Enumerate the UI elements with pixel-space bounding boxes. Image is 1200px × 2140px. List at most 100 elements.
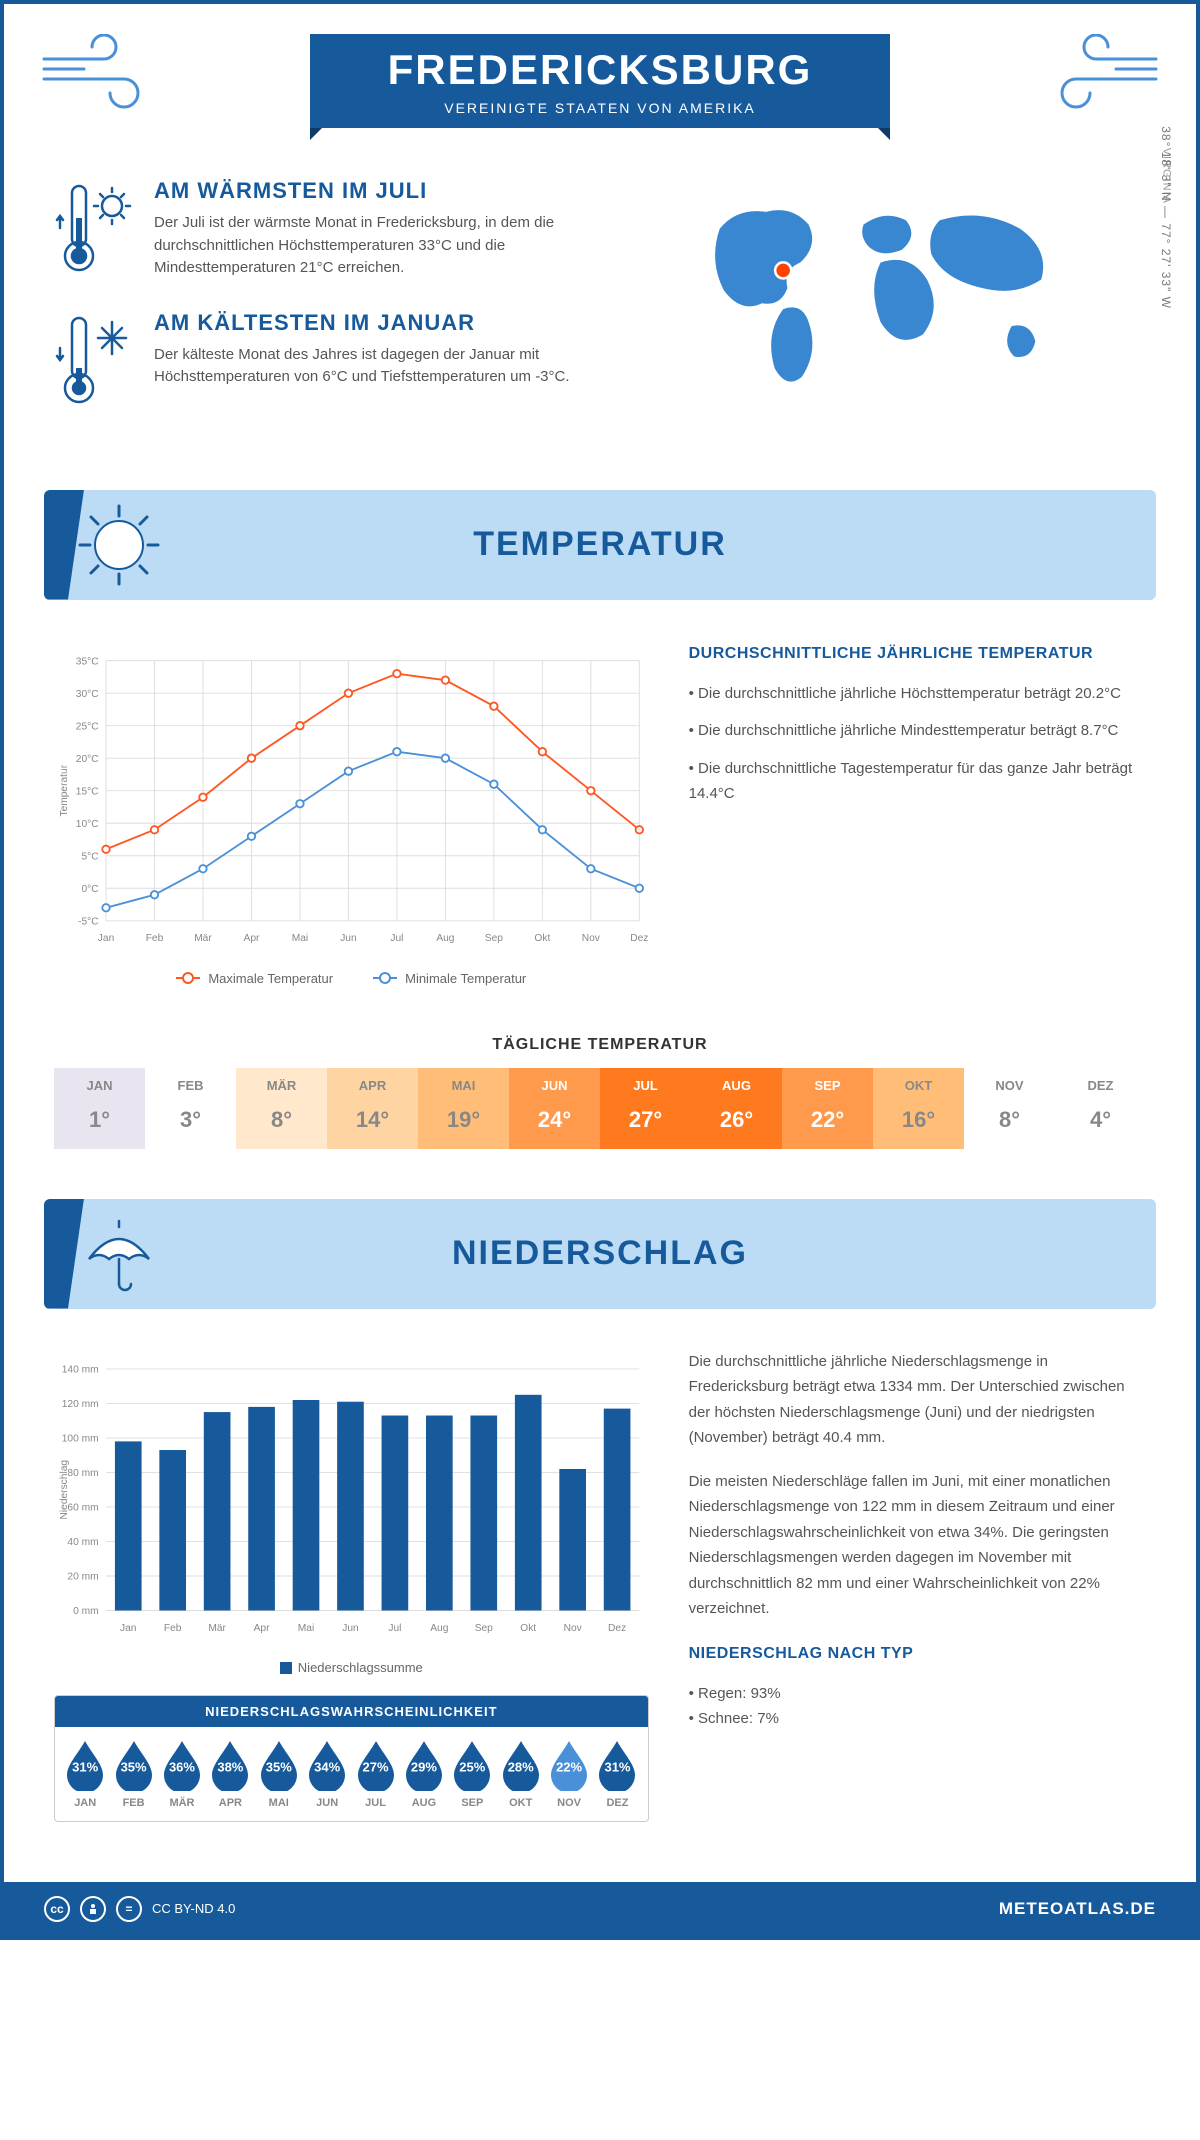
precip-summary: Die durchschnittliche jährliche Niedersc… [689,1349,1146,1822]
svg-text:Okt: Okt [520,1622,536,1633]
svg-text:Mär: Mär [194,933,212,944]
svg-text:80 mm: 80 mm [67,1468,98,1479]
temp-summary-title: DURCHSCHNITTLICHE JÄHRLICHE TEMPERATUR [689,640,1146,667]
svg-text:Jan: Jan [120,1622,137,1633]
precip-drop: 36%MÄR [158,1739,206,1809]
svg-text:Dez: Dez [608,1622,626,1633]
svg-text:120 mm: 120 mm [62,1399,99,1410]
temp-cell: OKT16° [873,1068,964,1149]
svg-text:40 mm: 40 mm [67,1537,98,1548]
wind-icon-left [34,34,154,114]
precip-title: NIEDERSCHLAG [452,1234,748,1273]
svg-text:Mai: Mai [298,1622,314,1633]
legend-max-label: Maximale Temperatur [208,971,333,986]
nd-icon: = [116,1896,142,1922]
precip-drop: 25%SEP [448,1739,496,1809]
svg-text:Jul: Jul [388,1622,401,1633]
temp-bullet-1: • Die durchschnittliche jährliche Höchst… [689,681,1146,707]
svg-text:Aug: Aug [436,933,454,944]
svg-text:Apr: Apr [254,1622,270,1633]
coordinates: 38° 18' 3" N — 77° 27' 33" W [1159,126,1173,309]
precip-drop: 34%JUN [303,1739,351,1809]
temperature-title: TEMPERATUR [473,525,727,564]
svg-text:Sep: Sep [485,933,503,944]
svg-text:Jun: Jun [342,1622,359,1633]
umbrella-icon [74,1209,164,1299]
daily-temp-title: TÄGLICHE TEMPERATUR [4,1036,1196,1054]
precip-drop: 31%JAN [61,1739,109,1809]
sun-icon [74,500,164,590]
svg-text:Apr: Apr [244,933,260,944]
temp-cell: JAN1° [54,1068,145,1149]
precip-drop: 29%AUG [400,1739,448,1809]
precip-type-2: • Schnee: 7% [689,1706,1146,1732]
header-banner: FREDERICKSBURG VEREINIGTE STAATEN VON AM… [310,34,890,128]
footer: cc = CC BY-ND 4.0 METEOATLAS.DE [4,1882,1196,1936]
svg-text:Feb: Feb [164,1622,182,1633]
intro-text-column: AM WÄRMSTEN IM JULI Der Juli ist der wär… [54,178,585,440]
temp-cell: JUL27° [600,1068,691,1149]
infographic-page: FREDERICKSBURG VEREINIGTE STAATEN VON AM… [0,0,1200,1940]
page-title: FREDERICKSBURG [370,46,830,94]
precip-bar-chart: 0 mm20 mm40 mm60 mm80 mm100 mm120 mm140 … [54,1349,649,1649]
svg-text:Dez: Dez [630,933,648,944]
precip-drop: 22%NOV [545,1739,593,1809]
page-subtitle: VEREINIGTE STAATEN VON AMERIKA [370,100,830,116]
precip-drop: 31%DEZ [593,1739,641,1809]
precip-drop: 28%OKT [497,1739,545,1809]
precip-p2: Die meisten Niederschläge fallen im Juni… [689,1469,1146,1622]
thermometer-sun-icon [54,178,134,278]
svg-text:-5°C: -5°C [78,916,99,927]
cc-icon: cc [44,1896,70,1922]
svg-text:Jul: Jul [390,933,403,944]
site-name: METEOATLAS.DE [999,1899,1156,1919]
temp-cell: AUG26° [691,1068,782,1149]
svg-text:Temperatur: Temperatur [59,764,70,816]
daily-temp-strip: JAN1°FEB3°MÄR8°APR14°MAI19°JUN24°JUL27°A… [54,1068,1146,1149]
license-text: CC BY-ND 4.0 [152,1901,235,1916]
warmest-text: Der Juli ist der wärmste Monat in Freder… [154,212,585,280]
temp-cell: MÄR8° [236,1068,327,1149]
precip-drop: 38%APR [206,1739,254,1809]
svg-text:35°C: 35°C [76,656,99,667]
svg-text:0°C: 0°C [81,883,98,894]
thermometer-snow-icon [54,310,134,410]
svg-text:30°C: 30°C [76,688,99,699]
svg-text:Feb: Feb [146,933,164,944]
precip-type-title: NIEDERSCHLAG NACH TYP [689,1640,1146,1667]
coldest-title: AM KÄLTESTEN IM JANUAR [154,310,585,336]
svg-text:20°C: 20°C [76,753,99,764]
header: FREDERICKSBURG VEREINIGTE STAATEN VON AM… [4,4,1196,148]
svg-text:15°C: 15°C [76,786,99,797]
by-icon [80,1896,106,1922]
warmest-title: AM WÄRMSTEN IM JULI [154,178,585,204]
svg-text:Aug: Aug [430,1622,448,1633]
precip-type-1: • Regen: 93% [689,1681,1146,1707]
temperature-summary: DURCHSCHNITTLICHE JÄHRLICHE TEMPERATUR •… [689,640,1146,986]
temp-bullet-3: • Die durchschnittliche Tagestemperatur … [689,756,1146,807]
warmest-block: AM WÄRMSTEN IM JULI Der Juli ist der wär… [54,178,585,280]
temp-cell: DEZ4° [1055,1068,1146,1149]
wind-icon-right [1046,34,1166,114]
legend-min-label: Minimale Temperatur [405,971,526,986]
precip-p1: Die durchschnittliche jährliche Niedersc… [689,1349,1146,1451]
temp-cell: SEP22° [782,1068,873,1149]
temp-cell: MAI19° [418,1068,509,1149]
svg-text:5°C: 5°C [81,851,98,862]
precip-probability-box: NIEDERSCHLAGSWAHRSCHEINLICHKEIT 31%JAN35… [54,1695,649,1822]
svg-text:Okt: Okt [534,933,550,944]
precip-banner: NIEDERSCHLAG [44,1199,1156,1309]
temp-cell: APR14° [327,1068,418,1149]
temperature-banner: TEMPERATUR [44,490,1156,600]
svg-text:25°C: 25°C [76,721,99,732]
temp-cell: JUN24° [509,1068,600,1149]
precip-chart-row: 0 mm20 mm40 mm60 mm80 mm100 mm120 mm140 … [4,1329,1196,1842]
temp-cell: NOV8° [964,1068,1055,1149]
precip-prob-title: NIEDERSCHLAGSWAHRSCHEINLICHKEIT [55,1696,648,1727]
temperature-legend: .legend-item:nth-child(1) .legend-swatch… [54,971,649,986]
coldest-block: AM KÄLTESTEN IM JANUAR Der kälteste Mona… [54,310,585,410]
svg-text:Nov: Nov [564,1622,583,1633]
svg-text:Jan: Jan [98,933,115,944]
temperature-chart-row: -5°C0°C5°C10°C15°C20°C25°C30°C35°CJanFeb… [4,620,1196,1006]
svg-text:Mär: Mär [208,1622,226,1633]
